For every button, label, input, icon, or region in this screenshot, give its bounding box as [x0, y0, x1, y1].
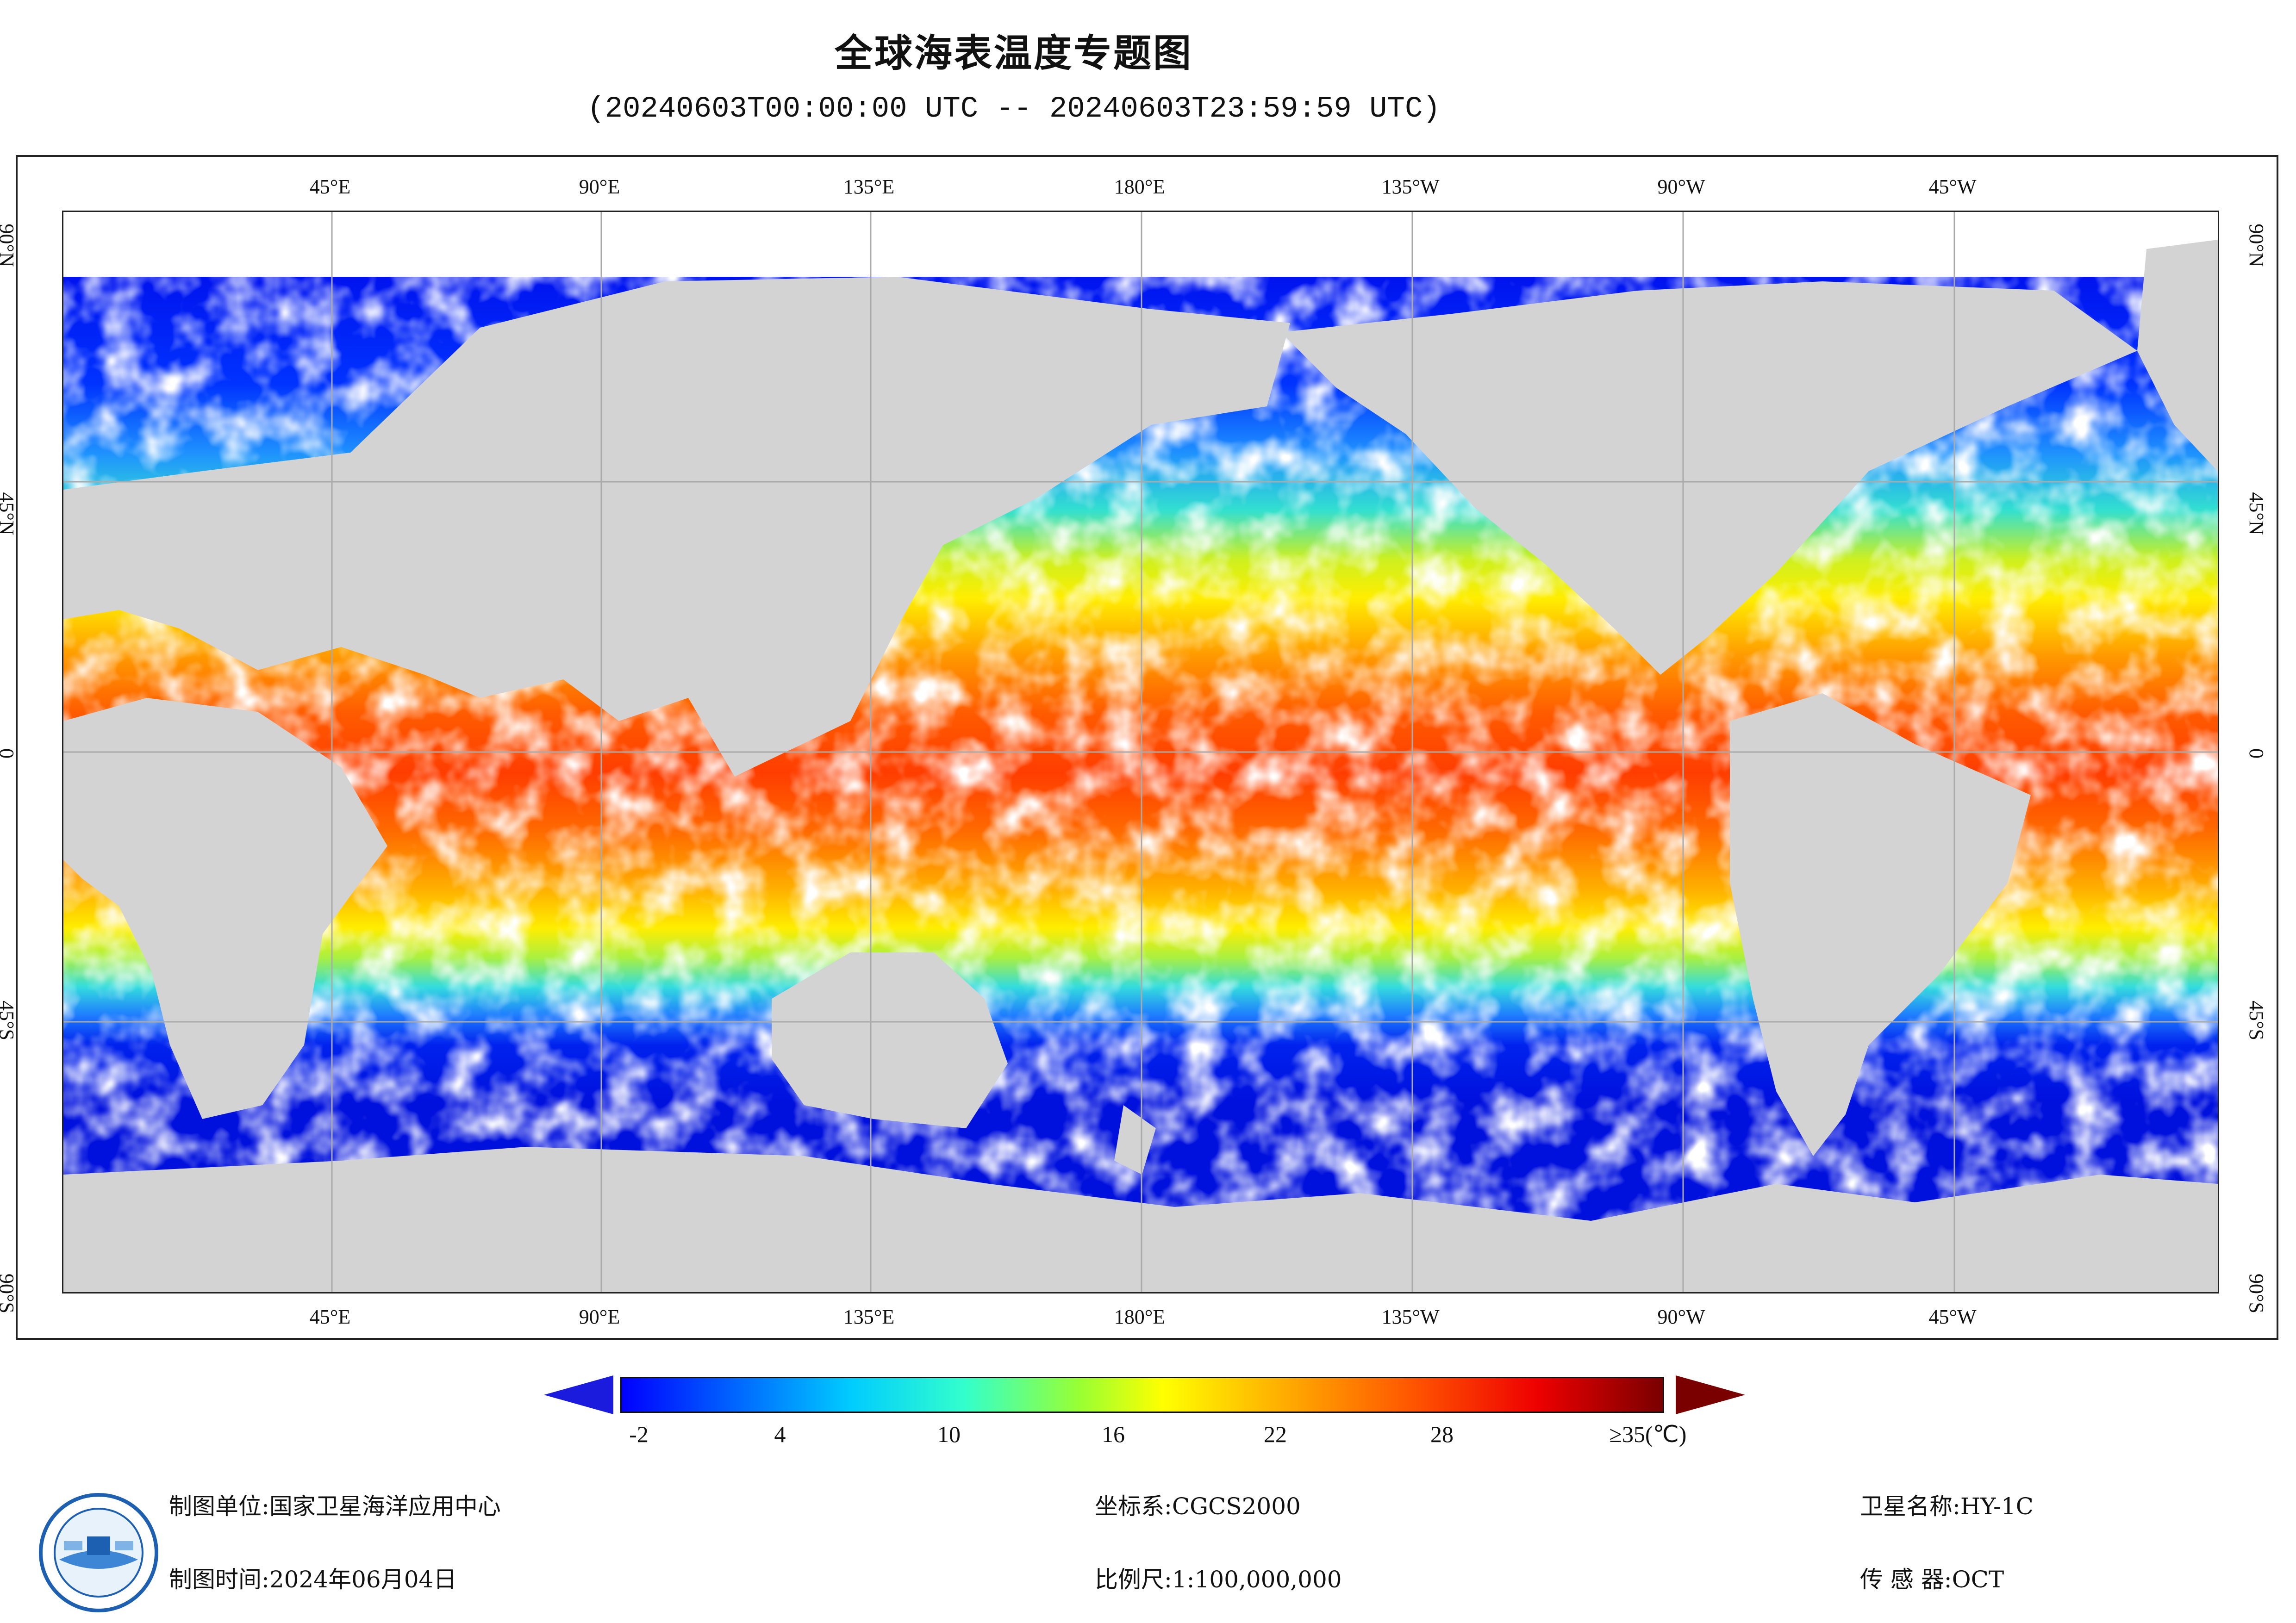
- lon-tick-bottom: 135°E: [843, 1306, 895, 1328]
- sensor-info: 传 感 器:OCT: [1860, 1561, 2004, 1594]
- lat-tick-right: 45°S: [2245, 1000, 2268, 1041]
- lon-tick-top: 135°W: [1381, 175, 1440, 198]
- colorbar-label: -2: [629, 1421, 649, 1447]
- lon-tick-bottom: 180°E: [1114, 1306, 1166, 1328]
- colorbar-label: ≥35(℃): [1609, 1421, 1687, 1447]
- lon-tick-top: 45°W: [1928, 175, 1977, 198]
- lon-tick-top: 135°E: [843, 175, 895, 198]
- lon-tick-bottom: 45°E: [309, 1306, 351, 1328]
- scale-info: 比例尺:1:100,000,000: [1095, 1561, 1342, 1594]
- lon-tick-top: 90°W: [1657, 175, 1705, 198]
- land-africa: [63, 698, 387, 1119]
- colorbar-label: 10: [937, 1421, 961, 1447]
- land-south-america: [1730, 693, 2031, 1156]
- lon-tick-top: 90°E: [579, 175, 620, 198]
- lon-tick-bottom: 135°W: [1381, 1306, 1440, 1328]
- sst-map: [62, 211, 2219, 1293]
- colorbar-label: 22: [1264, 1421, 1287, 1447]
- map-frame: [16, 155, 2278, 1340]
- scale-label: 比例尺:: [1095, 1566, 1172, 1593]
- time-range-subtitle: (20240603T00:00:00 UTC -- 20240603T23:59…: [587, 93, 1441, 126]
- satellite-value: HY-1C: [1960, 1493, 2034, 1520]
- lat-tick-left: 90°N: [0, 224, 18, 267]
- date-label: 制图时间:: [169, 1566, 269, 1593]
- graticule: [63, 212, 2218, 1292]
- date-value: 2024年06月04日: [269, 1566, 457, 1593]
- land-new-zealand: [1114, 1105, 1156, 1175]
- lon-tick-top: 45°E: [309, 175, 351, 198]
- sst-map-svg: [63, 212, 2218, 1292]
- producer-label: 制图单位:: [169, 1493, 269, 1520]
- lon-tick-bottom: 45°W: [1928, 1306, 1977, 1328]
- map-title: 全球海表温度专题图: [834, 31, 1193, 75]
- producer-info: 制图单位:国家卫星海洋应用中心: [169, 1488, 501, 1521]
- lat-tick-right: 90°N: [2245, 224, 2268, 267]
- colorbar-label: 4: [774, 1421, 786, 1447]
- crs-info: 坐标系:CGCS2000: [1095, 1488, 1301, 1521]
- lat-tick-left: 45°S: [0, 1000, 18, 1041]
- lat-tick-right: 0: [2245, 748, 2268, 759]
- lon-tick-top: 180°E: [1114, 175, 1166, 198]
- land-north-america: [1281, 281, 2137, 675]
- lat-tick-left: 0: [0, 748, 19, 759]
- date-info: 制图时间:2024年06月04日: [169, 1561, 456, 1594]
- land-greenland: [2137, 240, 2218, 471]
- colorbar-min-arrow: [544, 1375, 613, 1414]
- lat-tick-left: 45°N: [0, 492, 18, 535]
- colorbar: [620, 1377, 1664, 1413]
- crs-label: 坐标系:: [1095, 1493, 1172, 1520]
- colorbar-label: 16: [1102, 1421, 1125, 1447]
- lat-tick-left: 90°S: [0, 1273, 18, 1314]
- lat-tick-right: 90°S: [2245, 1273, 2268, 1314]
- satellite-label: 卫星名称:: [1860, 1493, 1960, 1520]
- colorbar-max-arrow: [1676, 1375, 1745, 1414]
- colorbar-label: 28: [1430, 1421, 1454, 1447]
- producer-value: 国家卫星海洋应用中心: [269, 1493, 501, 1520]
- land-eurasia: [63, 277, 1290, 777]
- arctic-nodata: [63, 212, 2218, 277]
- lat-tick-right: 45°N: [2245, 492, 2268, 535]
- lon-tick-bottom: 90°E: [579, 1306, 620, 1328]
- land-australia: [772, 952, 1008, 1128]
- nsoas-logo: [39, 1493, 158, 1612]
- lon-tick-bottom: 90°W: [1657, 1306, 1705, 1328]
- sensor-label: 传 感 器:: [1860, 1566, 1952, 1593]
- satellite-info: 卫星名称:HY-1C: [1860, 1488, 2034, 1521]
- scale-value: 1:100,000,000: [1172, 1566, 1342, 1593]
- sensor-value: OCT: [1952, 1566, 2004, 1593]
- crs-value: CGCS2000: [1172, 1493, 1301, 1520]
